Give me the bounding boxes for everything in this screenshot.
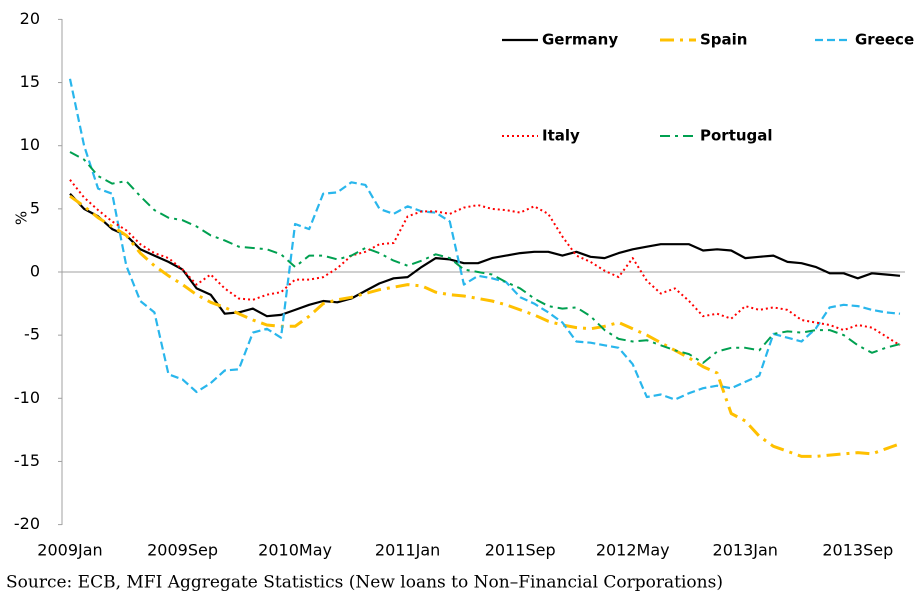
y-tick-label: 20 <box>20 9 40 28</box>
legend-label: Italy <box>542 127 580 145</box>
source-note: Source: ECB, MFI Aggregate Statistics (N… <box>6 573 723 593</box>
x-tick-label: 2009Jan <box>37 541 102 560</box>
legend-label: Portugal <box>700 127 773 145</box>
y-tick-label: -10 <box>14 388 40 407</box>
x-tick-label: 2012May <box>596 541 670 560</box>
y-tick-label: -5 <box>24 325 40 344</box>
x-tick-label: 2009Sep <box>147 541 218 560</box>
y-tick-label: -15 <box>14 451 40 470</box>
x-tick-label: 2013Jan <box>713 541 778 560</box>
series-line <box>69 192 901 318</box>
series-line <box>69 151 901 364</box>
y-tick-label: -20 <box>14 514 40 533</box>
y-axis-label: % <box>13 211 31 225</box>
series-line <box>69 179 901 347</box>
legend-label: Spain <box>700 31 747 49</box>
legend-label: Germany <box>542 31 618 49</box>
x-tick-label: 2010May <box>258 541 332 560</box>
series-line <box>69 194 901 458</box>
x-tick-label: 2013Sep <box>822 541 893 560</box>
legend-label: Greece <box>855 31 914 49</box>
series-line <box>68 78 901 401</box>
x-tick-label: 2011Jan <box>375 541 440 560</box>
y-tick-label: 5 <box>30 198 40 217</box>
y-tick-label: 0 <box>30 262 40 281</box>
y-tick-label: 10 <box>20 135 40 154</box>
y-tick-label: 15 <box>20 72 40 91</box>
x-tick-label: 2011Sep <box>485 541 556 560</box>
